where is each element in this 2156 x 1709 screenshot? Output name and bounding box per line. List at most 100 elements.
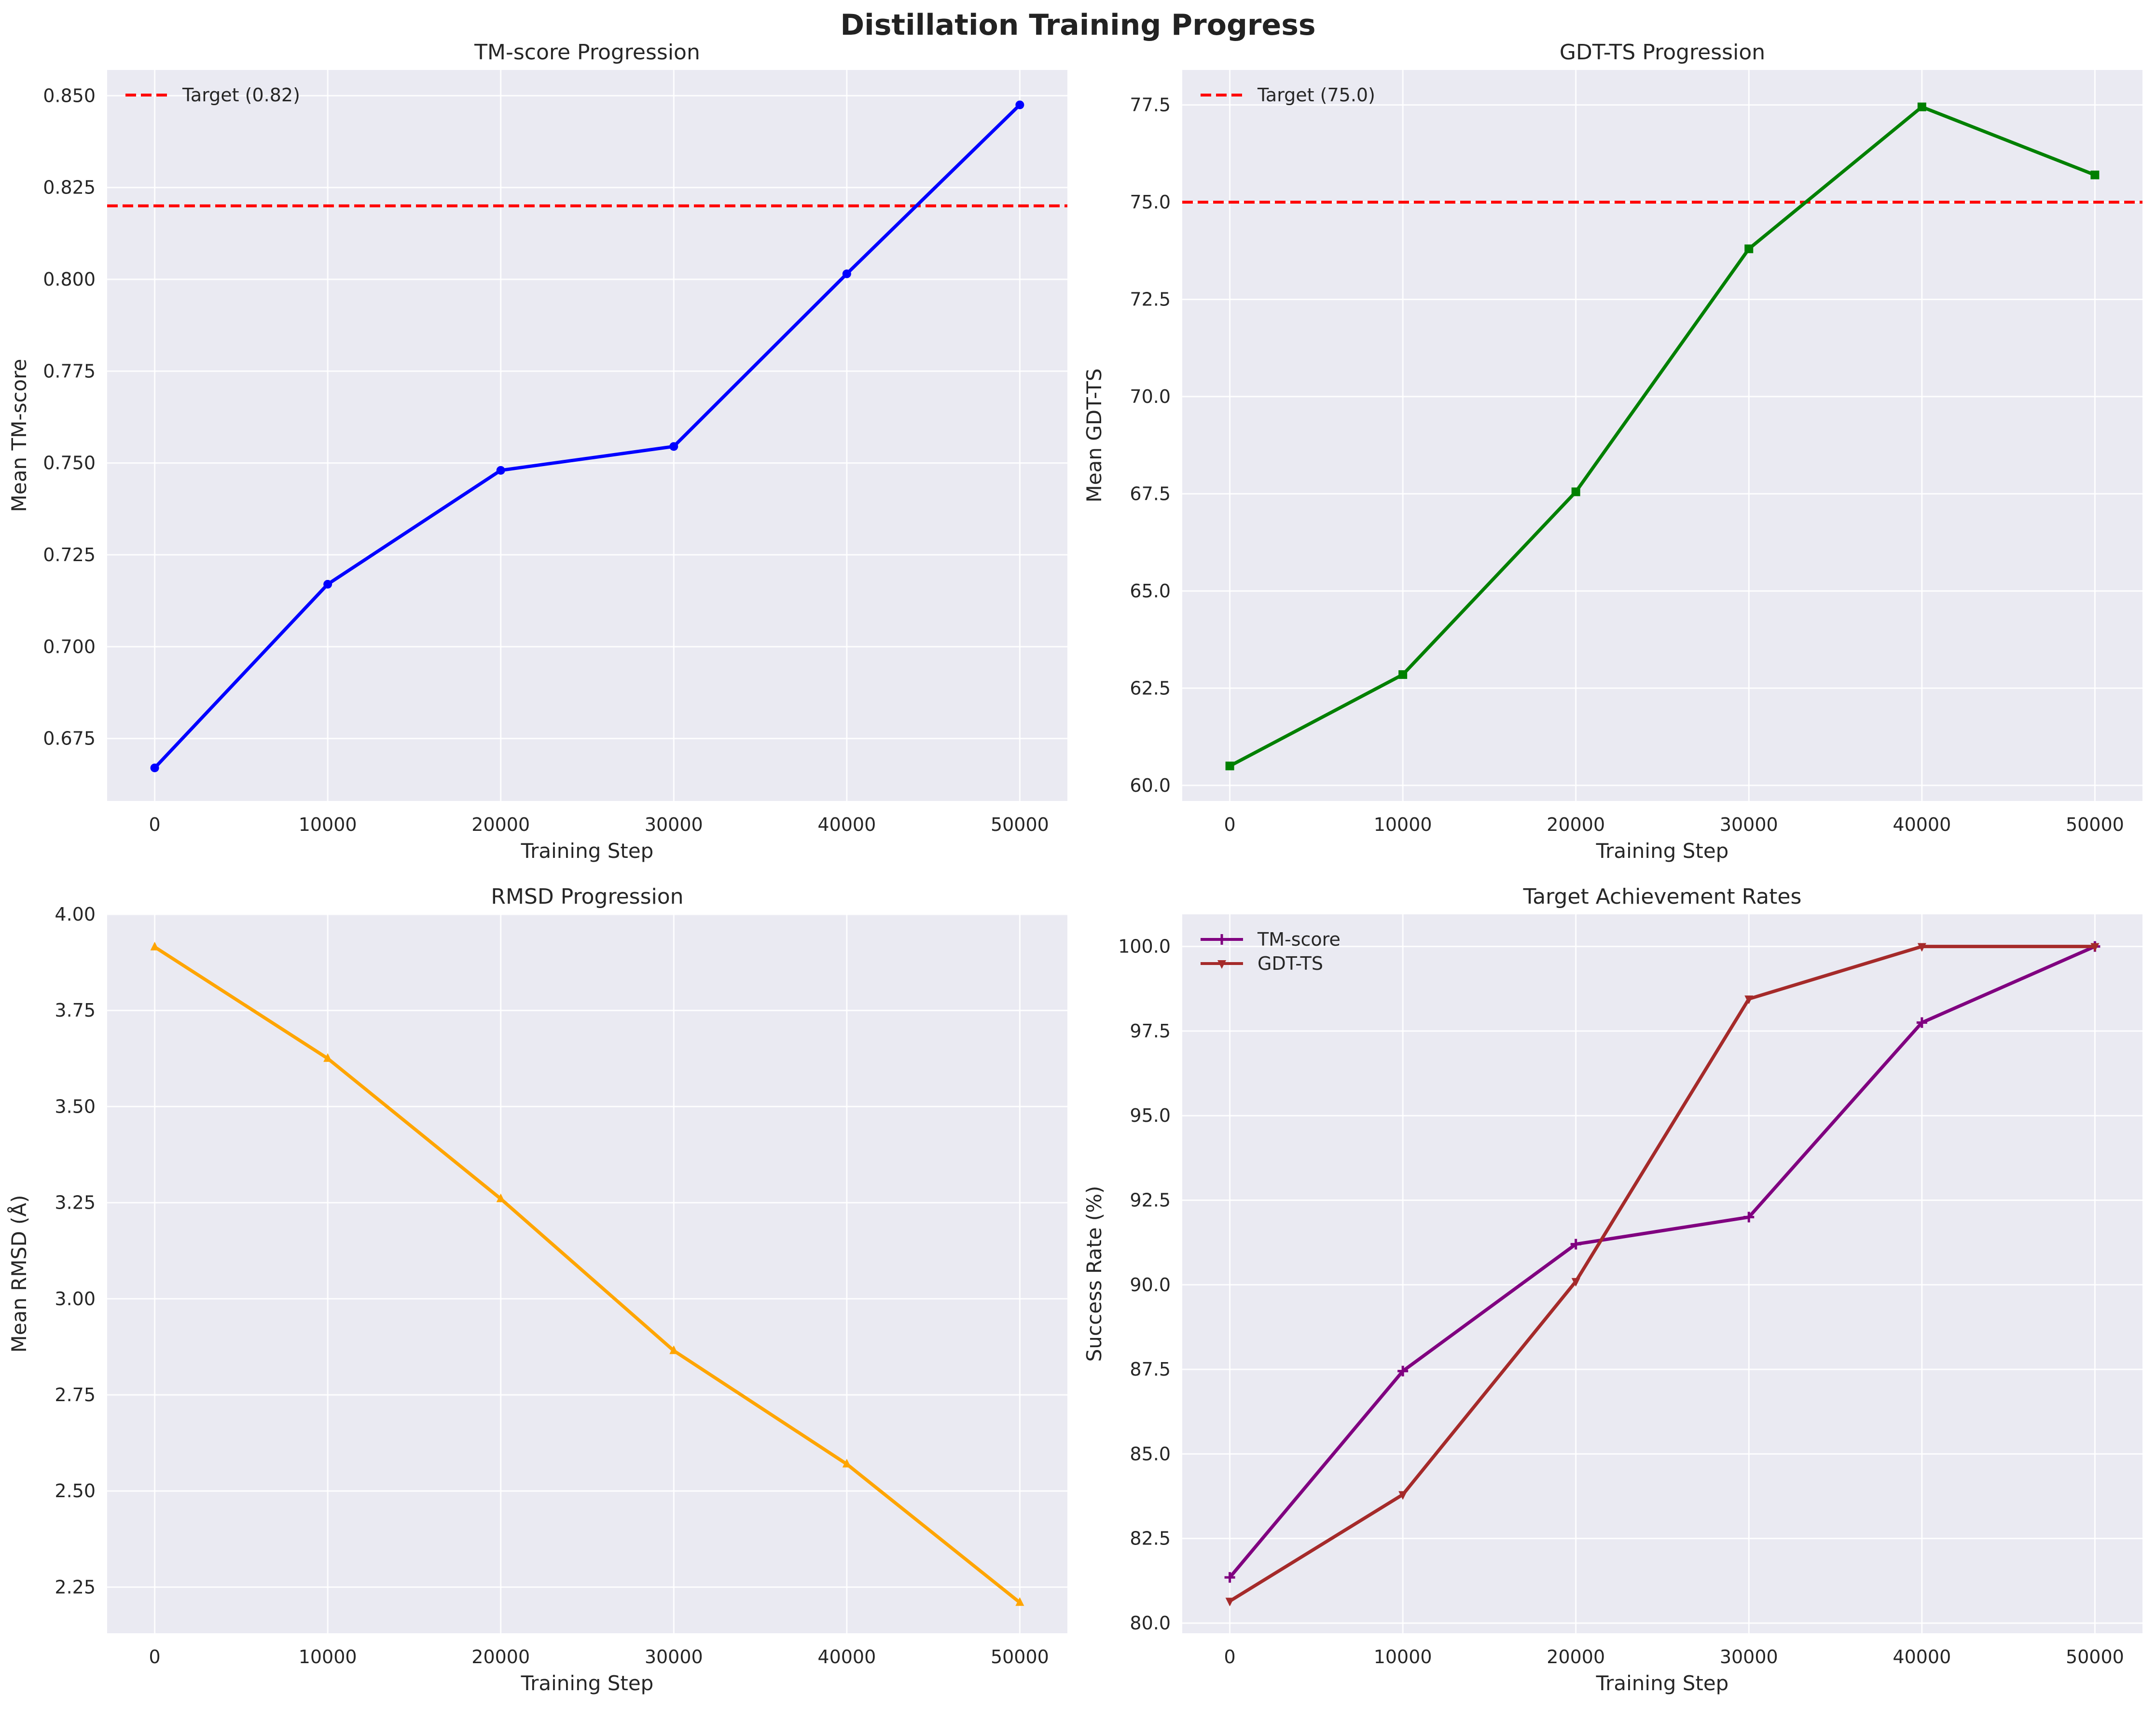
plot-area [1182,914,2142,1633]
y-tick-label: 0.750 [43,453,96,474]
legend-label: GDT-TS [1258,953,1323,974]
data-point [496,1193,505,1202]
data-point [2090,170,2100,179]
series-2 [1225,943,2100,1607]
y-tick-label: 3.75 [55,1000,96,1021]
legend-label: Target (75.0) [1257,84,1375,106]
x-tick-label: 30000 [645,1646,703,1668]
figure-suptitle: Distillation Training Progress [840,8,1315,42]
x-tick-label: 0 [1224,814,1236,835]
y-tick-label: 70.0 [1130,386,1171,407]
data-point [323,1053,332,1062]
x-tick-label: 0 [149,814,161,835]
data-point [1917,102,1926,111]
x-tick-label: 40000 [1893,814,1951,835]
chart-panel-2: 0 10000 20000 30000 40000 50000 60.0 62.5 65.0 67… [1082,40,2142,863]
data-point [669,442,678,451]
x-tick-label: 0 [1224,1646,1236,1668]
y-axis-label: Mean RMSD (Å) [7,1195,31,1352]
y-tick-label: 0.675 [43,728,96,749]
y-tick-label: 62.5 [1130,677,1171,699]
y-tick-label: 82.5 [1130,1528,1171,1549]
x-tick-label: 50000 [2066,1646,2124,1668]
data-point [496,466,505,475]
x-tick-label: 10000 [299,814,357,835]
series-1 [1225,102,2100,771]
gridlines [1182,914,2142,1633]
y-tick-label: 2.25 [55,1576,96,1598]
y-axis-label: Mean TM-score [7,359,31,512]
y-tick-label: 0.775 [43,360,96,382]
data-point [1015,100,1024,110]
chart-panel-3: 0 10000 20000 30000 40000 50000 2.25 2.50 2.75 3.… [7,884,1067,1695]
data-point [323,579,332,589]
data-point [1744,244,1754,253]
chart-panel-1: 0 10000 20000 30000 40000 50000 0.675 0.700 0.72… [7,40,1067,863]
chart-title: GDT-TS Progression [1560,40,1765,65]
data-point [1744,995,1754,1005]
plot-area [107,70,1067,801]
x-tick-label: 20000 [471,1646,530,1668]
y-tick-label: 87.5 [1130,1359,1171,1380]
x-tick-label: 40000 [817,814,876,835]
x-tick-label: 40000 [1893,1646,1951,1668]
y-tick-label: 67.5 [1130,483,1171,504]
x-tick-label: 10000 [1374,814,1432,835]
series-line [1228,945,2097,1579]
y-axis-label: Success Rate (%) [1082,1186,1106,1362]
y-tick-label: 0.825 [43,177,96,198]
x-tick-label: 30000 [645,814,703,835]
data-point [1398,670,1408,679]
y-tick-label: 4.00 [55,904,96,925]
legend: Target (0.82) [125,84,300,106]
legend-label: TM-score [1257,929,1341,950]
x-tick-label: 0 [149,1646,161,1668]
y-tick-label: 65.0 [1130,580,1171,602]
chart-panel-4: 0 10000 20000 30000 40000 50000 80.0 82.5 85.0 87… [1082,884,2142,1695]
series-1 [1224,941,2101,1583]
legend-marker [1216,934,1227,945]
x-axis-label: Training Step [521,839,654,863]
y-tick-label: 0.700 [43,636,96,657]
y-tick-label: 3.50 [55,1096,96,1117]
chart-title: TM-score Progression [474,40,700,65]
y-tick-label: 97.5 [1130,1020,1171,1042]
x-tick-label: 20000 [1547,1646,1605,1668]
y-tick-label: 60.0 [1130,775,1171,796]
data-point [1571,487,1580,496]
data-point [1398,1491,1408,1500]
x-tick-label: 40000 [817,1646,876,1668]
y-tick-label: 0.800 [43,269,96,290]
data-point [150,763,159,772]
y-tick-label: 0.725 [43,544,96,565]
data-point [2090,943,2100,952]
x-tick-label: 30000 [1720,814,1778,835]
y-tick-label: 80.0 [1130,1613,1171,1634]
x-tick-label: 50000 [2066,814,2124,835]
data-point [1225,761,1234,771]
y-tick-label: 3.00 [55,1288,96,1309]
y-tick-label: 90.0 [1130,1274,1171,1296]
data-point [1916,1017,1927,1028]
series-line [153,945,1022,1604]
series-line [1228,945,2097,1603]
x-tick-label: 50000 [991,814,1049,835]
legend: TM-score GDT-TS [1201,929,1341,974]
x-axis-label: Training Step [521,1671,654,1695]
data-point [150,941,159,951]
data-point [669,1345,678,1354]
gridlines [107,913,1067,1633]
data-point [842,1459,851,1468]
data-point [1571,1278,1580,1287]
data-point [842,269,851,278]
x-tick-label: 20000 [1547,814,1605,835]
y-tick-label: 2.75 [55,1384,96,1406]
chart-title: RMSD Progression [491,884,683,909]
series-line [1228,105,2097,768]
y-tick-label: 100.0 [1118,936,1171,957]
x-tick-label: 10000 [299,1646,357,1668]
plot-area [1182,70,2142,801]
data-point [1225,1598,1234,1607]
chart-title: Target Achievement Rates [1523,884,1802,909]
